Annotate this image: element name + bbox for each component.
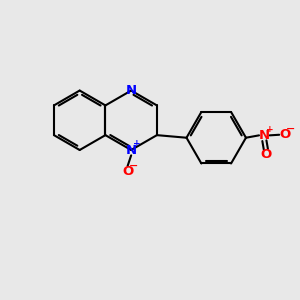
Text: −: − [286,124,295,134]
Text: O: O [260,148,272,161]
Text: O: O [279,128,290,141]
Text: +: + [266,125,273,134]
Text: N: N [126,84,137,97]
Text: +: + [133,139,140,148]
Text: N: N [126,143,137,157]
Text: N: N [259,129,270,142]
Text: −: − [129,160,138,170]
Text: O: O [122,165,133,178]
